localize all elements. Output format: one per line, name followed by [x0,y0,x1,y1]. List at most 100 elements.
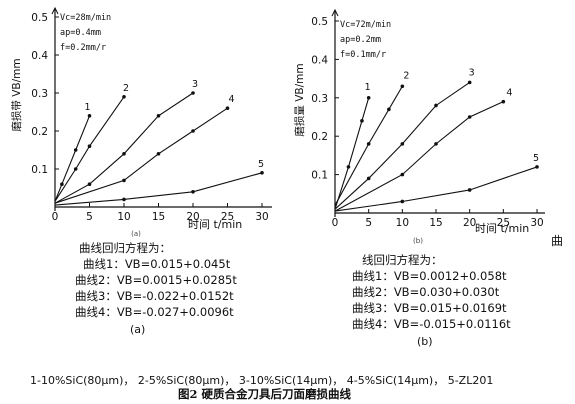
x-tick-label-a-10: 10 [117,211,130,223]
y-axis-label-a: 磨损带 VB/mm [10,58,23,131]
data-point-b-3-3 [434,103,438,108]
data-point-a-2-2 [87,144,92,148]
x-tick-label-b-10: 10 [396,217,409,229]
equation-a-3: 曲线3：VB=-0.022+0.0152t [75,289,234,303]
x-tick-label-a-5: 5 [86,211,93,223]
material-legend: 1-10%SiC(80μm)， 2-5%SiC(80μm)， 3-10%SiC(… [30,374,494,387]
condition-a-1: Vc=28m/min [60,13,111,23]
data-point-a-4-3 [191,129,195,133]
panel-sublabel-a: (a) [131,230,141,238]
data-point-b-3-4 [467,80,472,85]
data-point-b-2-3 [400,84,405,89]
figure-caption: 图2 硬质合金刀具后刀面磨损曲线 [178,387,352,401]
data-point-b-4-3 [467,115,472,119]
x-tick-label-b-20: 20 [463,217,476,229]
data-point-b-5-2 [467,188,472,192]
y-tick-label-a-0.3: 0.3 [31,88,48,100]
data-point-b-2-1 [366,142,371,146]
y-tick-label-a-0.4: 0.4 [31,50,48,62]
series-label-a-2: 2 [123,83,129,94]
series-line-b-2 [334,86,403,206]
x-tick-label-b-30: 30 [530,217,543,229]
x-tick-label-a-15: 15 [152,211,165,223]
x-tick-label-b-0: 0 [332,217,339,229]
y-tick-label-a-0.2: 0.2 [31,126,48,138]
data-point-b-5-3 [535,165,539,169]
y-tick-label-b-0.5: 0.5 [311,16,328,28]
equations-b-label: (b) [417,335,433,348]
data-point-a-4-1 [122,178,126,183]
data-point-b-3-1 [366,176,371,181]
equations-a-title: 曲线回归方程为： [79,241,171,255]
x-tick-label-b-15: 15 [429,217,442,229]
series-line-a-3 [54,92,194,204]
data-point-a-4-4 [225,106,230,110]
stray-character: 曲 [551,234,564,248]
x-tick-label-b-25: 25 [497,217,510,229]
y-tick-label-a-0.5: 0.5 [31,12,48,24]
equations-b: 线回归方程为： 曲线1：VB=0.0012+0.058t 曲线2：VB=0.03… [352,252,511,332]
x-tick-label-a-30: 30 [255,211,268,223]
y-axis-arrow-a [51,6,59,15]
panel-sublabel-b: (b) [413,237,423,245]
equation-b-1: 曲线1：VB=0.0012+0.058t [352,269,507,283]
y-tick-label-b-0.2: 0.2 [311,131,328,143]
series-line-b-4 [334,101,504,212]
data-point-b-1-2 [360,119,364,123]
data-point-a-2-3 [122,95,126,99]
data-point-a-5-3 [260,171,264,175]
data-point-a-3-4 [191,91,195,95]
equation-b-3: 曲线3：VB=0.015+0.0169t [352,301,507,315]
data-point-b-5-1 [400,199,405,204]
y-axis-arrow-b [331,8,339,17]
data-point-a-1-2 [73,148,78,152]
series-line-b-1 [334,97,370,210]
data-point-a-2-1 [73,167,78,171]
data-point-a-3-3 [156,114,161,118]
data-point-b-3-2 [400,142,405,146]
x-tick-label-a-25: 25 [221,211,234,223]
data-point-a-1-1 [60,182,64,186]
condition-a-3: f=0.2mm/r [60,43,106,53]
data-point-b-4-4 [501,99,506,104]
series-label-a-4: 4 [229,94,235,105]
y-tick-label-b-0.4: 0.4 [311,54,328,66]
equation-a-4: 曲线4：VB=-0.027+0.0096t [75,305,234,319]
data-point-b-4-2 [434,142,438,146]
chart-panel-a: 0 5 10 15 20 25 300.10.20.30.40.5(a)时间 t/min磨损… [10,6,272,238]
series-label-b-2: 2 [403,70,409,81]
condition-b-2: ap=0.2mm [340,35,381,45]
series-label-a-3: 3 [192,79,198,90]
equations-a-label: (a) [130,323,146,336]
condition-b-1: Vc=72m/min [340,20,391,30]
condition-a-2: ap=0.4mm [60,28,101,38]
series-label-a-5: 5 [258,159,264,170]
equations-a: 曲线回归方程为： 曲线1：VB=0.015+0.045t 曲线2：VB=0.00… [75,240,237,320]
series-label-b-3: 3 [469,67,475,78]
data-point-b-4-1 [400,172,405,177]
series-label-b-4: 4 [506,88,512,99]
data-point-a-3-2 [122,152,126,156]
equations-b-title: 线回归方程为： [362,253,443,267]
x-tick-label-a-0: 0 [52,211,59,223]
x-axis-label-a: 时间 t/min [188,218,242,231]
series-line-a-2 [54,96,125,202]
x-tick-label-b-5: 5 [365,217,372,229]
equation-a-1: 曲线1：VB=0.015+0.045t [83,257,231,271]
series-label-a-1: 1 [85,102,91,113]
series-line-a-1 [54,115,91,202]
data-point-b-1-1 [346,165,351,169]
data-point-a-4-2 [156,152,161,156]
x-tick-label-a-20: 20 [186,211,199,223]
series-label-b-5: 5 [533,153,539,164]
y-axis-label-b: 磨损量 VB/mm [293,63,306,136]
equation-b-4: 曲线4：VB=-0.015+0.0116t [352,317,511,331]
y-tick-label-b-0.1: 0.1 [311,170,328,182]
data-point-a-5-1 [122,197,126,202]
equation-b-2: 曲线2：VB=0.030+0.030t [352,285,500,299]
condition-b-3: f=0.1mm/r [340,50,386,60]
equation-a-2: 曲线2：VB=0.0015+0.0285t [75,273,237,287]
data-point-b-1-3 [366,96,371,100]
